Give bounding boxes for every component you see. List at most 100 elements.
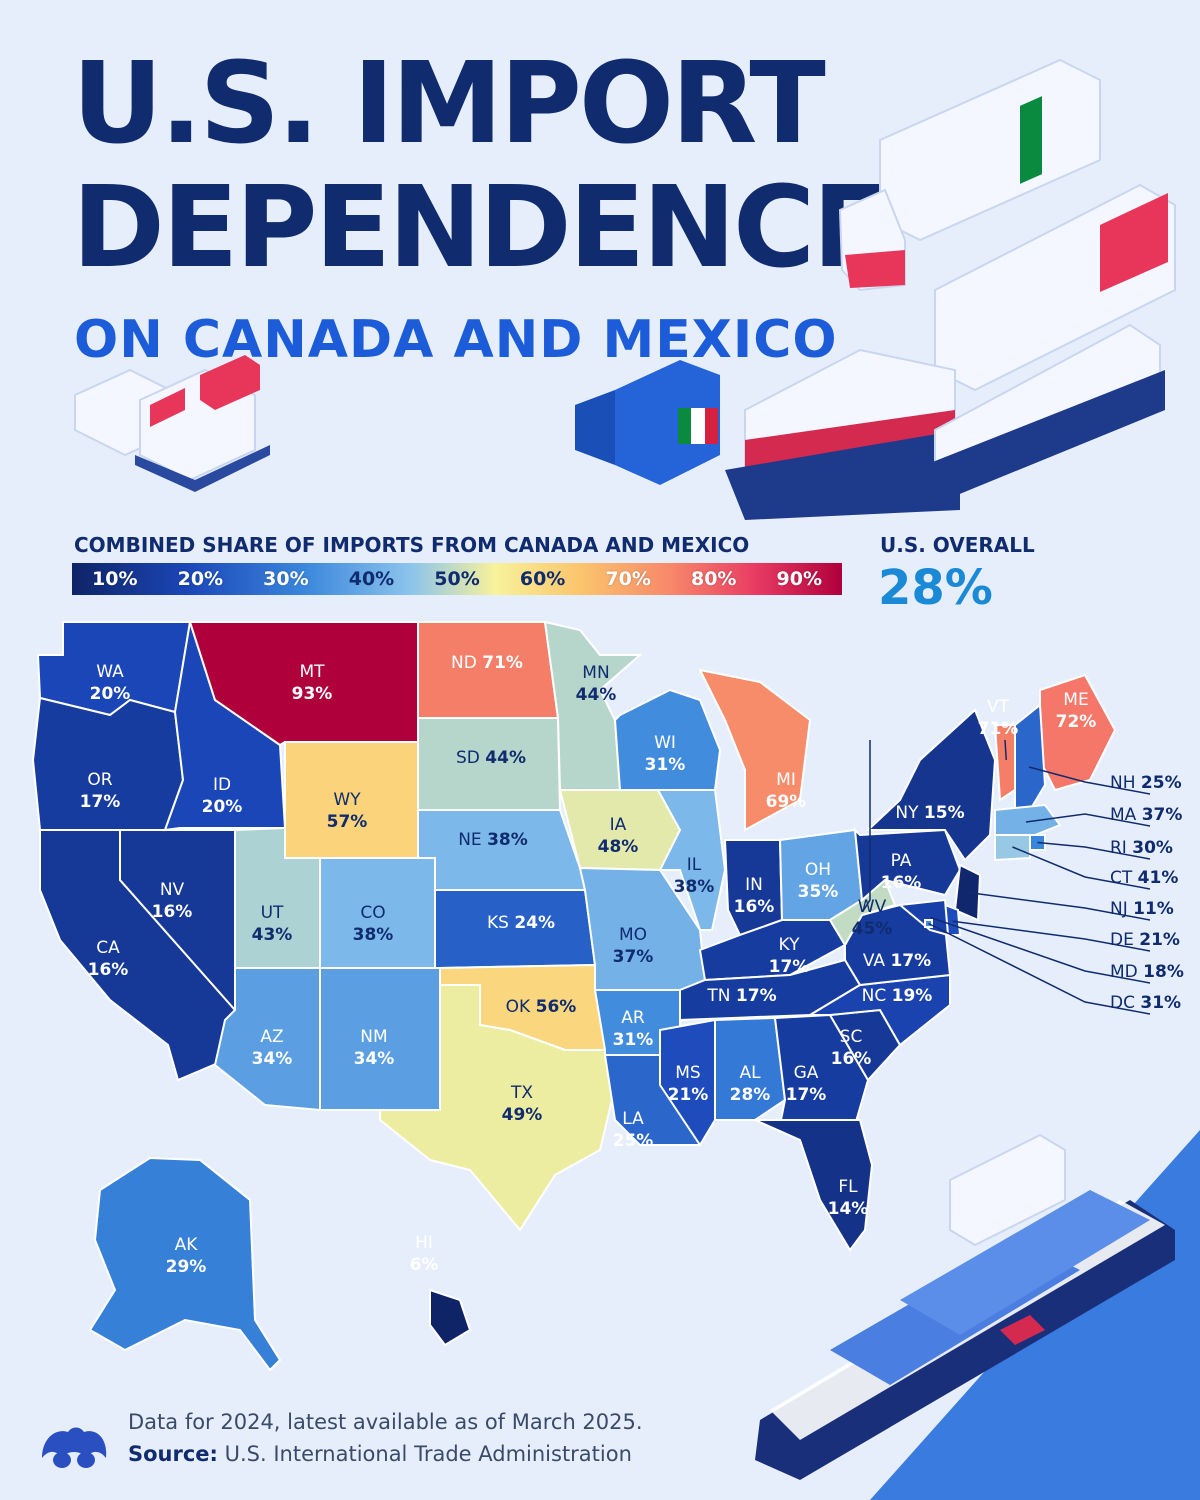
state-label-ms: MS 21%: [668, 1063, 709, 1105]
ship-illustration: [755, 1130, 1200, 1500]
state-label-wi: WI 31%: [645, 733, 686, 775]
source-text: U.S. International Trade Administration: [224, 1442, 632, 1466]
state-label-ri: RI 30%: [1110, 838, 1173, 858]
state-label-ma: MA 37%: [1110, 805, 1182, 825]
state-label-co: CO 38%: [353, 903, 394, 945]
state-label-mo: MO 37%: [613, 925, 654, 967]
state-label-wy: WY 57%: [327, 790, 368, 832]
state-label-hi: HI 6%: [410, 1233, 439, 1275]
legend-tick: 50%: [434, 568, 480, 590]
callout-line-wv: [862, 740, 871, 912]
state-label-nv: NV 16%: [152, 880, 193, 922]
legend-tick: 40%: [348, 568, 395, 590]
state-fl: [754, 1119, 874, 1252]
state-label-ok: OK 56%: [506, 997, 577, 1017]
legend-tick: 80%: [690, 568, 737, 590]
state-label-az: AZ 34%: [252, 1027, 293, 1069]
footnote: Data for 2024, latest available as of Ma…: [128, 1410, 643, 1434]
state-label-wa: WA 20%: [90, 662, 131, 704]
state-label-ar: AR 31%: [613, 1008, 654, 1050]
state-pa: [853, 827, 962, 903]
state-il: [656, 789, 727, 931]
state-ma: [994, 803, 1062, 836]
state-label-ct: CT 41%: [1110, 868, 1178, 888]
callout-line-nh: [1028, 766, 1151, 795]
state-label-mi: MI 69%: [766, 770, 807, 812]
state-md: [897, 898, 950, 937]
callout-line-ri: [1037, 841, 1151, 860]
state-nh: [1014, 703, 1047, 811]
state-label-de: DE 21%: [1110, 930, 1180, 950]
callout-line-de: [952, 920, 1151, 952]
callout-line-ct: [1012, 846, 1151, 890]
visual-capitalist-logo-icon: [42, 1427, 107, 1468]
state-label-ia: IA 48%: [598, 815, 639, 857]
state-label-sd: SD 44%: [456, 748, 526, 768]
state-label-ny: NY 15%: [895, 803, 964, 823]
legend-tick: 70%: [605, 568, 651, 590]
state-label-id: ID 20%: [202, 775, 243, 817]
state-label-ak: AK 29%: [166, 1235, 207, 1277]
page-title-line1: U.S. IMPORT: [72, 39, 826, 169]
state-nj: [953, 863, 982, 922]
legend-color-scale: 10% 20% 30% 40% 50% 60% 70% 80% 90%: [72, 563, 842, 595]
state-ne: [417, 809, 587, 891]
state-ms: [659, 1018, 716, 1147]
container-illustration: [575, 360, 720, 485]
states-layer: [31, 620, 1117, 1372]
legend-tick: 60%: [519, 568, 566, 590]
legend-tick: 90%: [776, 568, 823, 590]
us-overall-label: U.S. OVERALL: [880, 533, 1035, 557]
page-subtitle: ON CANADA AND MEXICO: [74, 310, 838, 370]
legend-tick: 10%: [92, 568, 138, 590]
legend-tick: 20%: [177, 568, 224, 590]
state-label-ca: CA 16%: [88, 938, 129, 980]
state-label-oh: OH 35%: [798, 860, 839, 902]
callout-line-vt: [1004, 739, 1007, 761]
state-ny: [865, 708, 997, 862]
state-label-nd: ND 71%: [451, 653, 523, 673]
legend-tick: 30%: [263, 568, 309, 590]
state-label-wv: WV 45%: [852, 897, 893, 939]
us-overall-value: 28%: [878, 560, 993, 616]
state-label-ga: GA 17%: [786, 1063, 827, 1105]
callout-line-dc: [928, 922, 1151, 1015]
source-label: Source:: [128, 1442, 218, 1466]
callout-line-nj: [968, 891, 1151, 921]
callouts-layer: [862, 739, 1151, 1015]
state-label-la: LA 25%: [613, 1109, 654, 1151]
state-label-ut: UT 43%: [252, 903, 293, 945]
state-label-il: IL 38%: [674, 855, 715, 897]
state-label-vt: VT 71%: [978, 697, 1019, 739]
state-mi: [698, 668, 812, 832]
state-label-nj: NJ 11%: [1110, 899, 1174, 919]
train-illustration: [725, 183, 1176, 520]
state-label-va: VA 17%: [863, 951, 931, 971]
callout-line-md: [930, 916, 1151, 984]
state-label-tx: TX 49%: [502, 1083, 543, 1125]
state-label-or: OR 17%: [80, 770, 121, 812]
state-label-al: AL 28%: [730, 1063, 771, 1105]
page-title-line2: DEPENDENCE: [72, 163, 889, 293]
state-al: [714, 1016, 787, 1121]
callout-line-ma: [1025, 813, 1151, 827]
state-label-fl: FL 14%: [828, 1177, 869, 1219]
state-label-md: MD 18%: [1110, 962, 1184, 982]
pallets-illustration: [74, 355, 270, 492]
state-label-ky: KY 17%: [769, 935, 810, 977]
labels-layer: WA 20% OR 17% CA 16% NV 16% ID 20% MT 93% WY 57% UT 43%…: [80, 653, 1184, 1277]
state-ak: [88, 1156, 282, 1372]
state-label-dc: DC 31%: [1110, 993, 1181, 1013]
state-label-nh: NH 25%: [1110, 773, 1182, 793]
legend-title: COMBINED SHARE OF IMPORTS FROM CANADA AN…: [74, 533, 750, 557]
state-label-pa: PA 16%: [881, 851, 922, 893]
state-label-tn: TN 17%: [706, 986, 776, 1006]
state-label-nm: NM 34%: [354, 1027, 395, 1069]
state-label-sc: SC 16%: [831, 1027, 872, 1069]
state-label-ne: NE 38%: [458, 830, 528, 850]
source-line: Source: U.S. International Trade Adminis…: [128, 1442, 632, 1466]
state-label-mn: MN 44%: [576, 663, 617, 705]
state-label-mt: MT 93%: [292, 662, 333, 704]
truck-illustration: [838, 58, 1101, 292]
